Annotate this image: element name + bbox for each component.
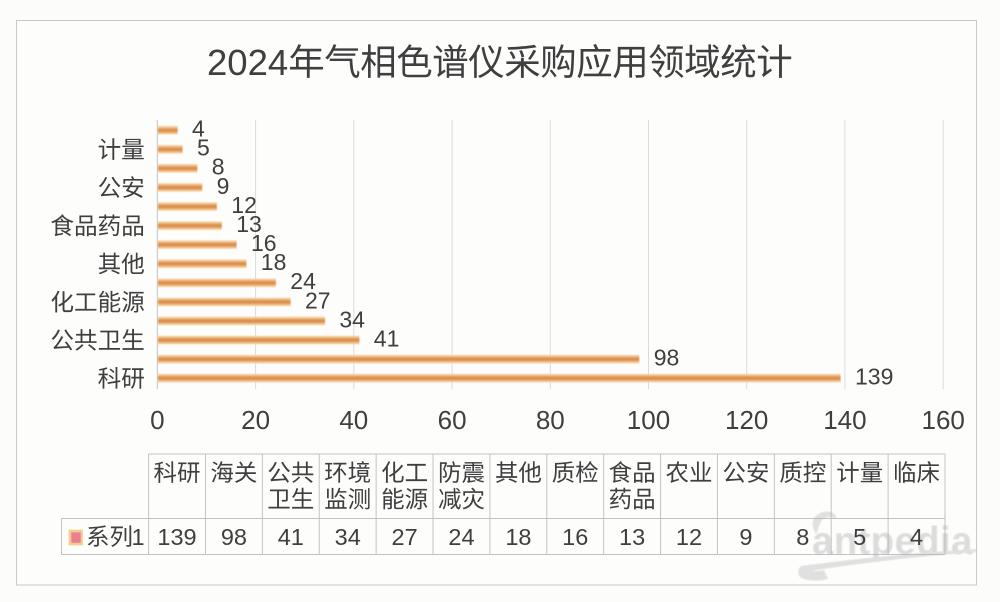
svg-text:13: 13 xyxy=(619,524,645,550)
svg-text:8: 8 xyxy=(796,524,809,550)
svg-text:18: 18 xyxy=(261,249,287,275)
svg-text:24: 24 xyxy=(290,268,316,294)
svg-text:12: 12 xyxy=(676,524,702,550)
svg-text:12: 12 xyxy=(231,192,257,218)
svg-text:18: 18 xyxy=(505,524,531,550)
svg-text:34: 34 xyxy=(335,524,361,550)
svg-text:8: 8 xyxy=(212,154,225,180)
svg-text:4: 4 xyxy=(192,116,205,142)
svg-text:80: 80 xyxy=(536,405,565,435)
svg-text:98: 98 xyxy=(654,345,680,371)
svg-text:24: 24 xyxy=(448,524,474,550)
svg-text:139: 139 xyxy=(855,364,893,390)
svg-text:160: 160 xyxy=(922,405,965,435)
svg-text:60: 60 xyxy=(438,405,467,435)
svg-text:40: 40 xyxy=(339,405,368,435)
svg-text:120: 120 xyxy=(725,405,768,435)
svg-text:139: 139 xyxy=(157,524,196,550)
svg-text:140: 140 xyxy=(823,405,866,435)
svg-text:2024: 2024 xyxy=(207,42,288,83)
svg-text:98: 98 xyxy=(221,524,247,550)
svg-text:41: 41 xyxy=(278,524,304,550)
svg-text:41: 41 xyxy=(374,325,400,351)
svg-text:9: 9 xyxy=(739,524,752,550)
svg-text:100: 100 xyxy=(627,405,670,435)
svg-text:16: 16 xyxy=(251,230,277,256)
svg-text:4: 4 xyxy=(910,524,923,550)
svg-text:9: 9 xyxy=(217,173,230,199)
svg-text:13: 13 xyxy=(236,211,262,237)
svg-text:27: 27 xyxy=(305,287,331,313)
svg-text:5: 5 xyxy=(197,135,210,161)
svg-text:1: 1 xyxy=(132,524,145,550)
svg-text:20: 20 xyxy=(241,405,270,435)
svg-text:34: 34 xyxy=(339,306,365,332)
svg-text:16: 16 xyxy=(562,524,588,550)
svg-text:27: 27 xyxy=(392,524,418,550)
svg-text:0: 0 xyxy=(150,405,164,435)
svg-text:5: 5 xyxy=(853,524,866,550)
